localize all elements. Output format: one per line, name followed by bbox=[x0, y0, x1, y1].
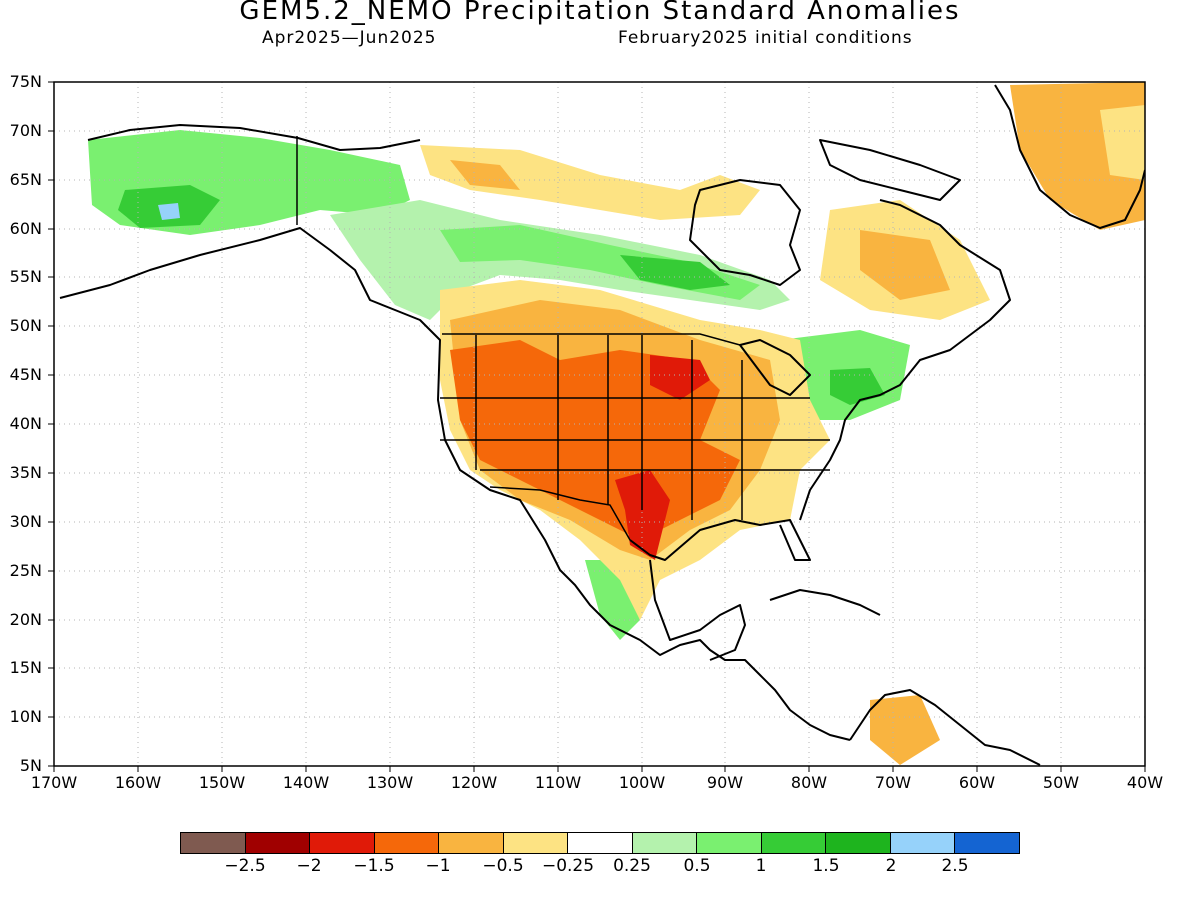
initial-conditions: February2025 initial conditions bbox=[618, 28, 913, 48]
graticule bbox=[54, 82, 1145, 766]
legend-swatch bbox=[955, 833, 1019, 853]
lat-label: 50N bbox=[9, 316, 42, 335]
lon-label: 160W bbox=[114, 773, 162, 792]
lon-label: 150W bbox=[198, 773, 246, 792]
lon-label: 100W bbox=[618, 773, 666, 792]
political-borders bbox=[296, 136, 830, 541]
legend-tick-label: −0.5 bbox=[482, 856, 524, 876]
coastline-hudson-bay bbox=[689, 179, 801, 286]
lat-label: 40N bbox=[9, 414, 42, 433]
coastline-yucatan bbox=[649, 559, 746, 661]
dry-core-north-canada bbox=[450, 160, 520, 190]
mild-dry-greenland bbox=[1100, 105, 1145, 180]
lat-label: 15N bbox=[9, 658, 42, 677]
lon-label: 80W bbox=[790, 773, 828, 792]
wet-region-mexico bbox=[585, 560, 640, 640]
coastline-south-america bbox=[849, 689, 1041, 766]
border-us-mexico bbox=[489, 486, 631, 541]
legend-swatch bbox=[568, 833, 633, 853]
legend-swatch bbox=[632, 833, 698, 853]
lon-label: 50W bbox=[1042, 773, 1080, 792]
dry-region-north-canada bbox=[420, 145, 760, 220]
lon-label: 110W bbox=[534, 773, 582, 792]
map-title: GEM5.2_NEMO Precipitation Standard Anoma… bbox=[239, 0, 961, 26]
lon-label: 120W bbox=[450, 773, 498, 792]
legend-tick-label: −2 bbox=[296, 856, 322, 876]
legend-swatch bbox=[890, 833, 956, 853]
legend-tick-label: 0.5 bbox=[683, 856, 711, 876]
legend-tick-label: 1.5 bbox=[812, 856, 840, 876]
lon-label: 130W bbox=[366, 773, 414, 792]
lat-label: 70N bbox=[9, 121, 42, 140]
legend-tick-label: 0.25 bbox=[613, 856, 651, 876]
anomaly-fields bbox=[88, 82, 1145, 765]
lon-label: 90W bbox=[706, 773, 744, 792]
lat-label: 30N bbox=[9, 512, 42, 531]
coastline-cuba bbox=[769, 589, 881, 616]
lon-label: 170W bbox=[30, 773, 78, 792]
coastline-east-us bbox=[799, 199, 1011, 521]
lat-ticks bbox=[48, 81, 54, 767]
lat-label: 45N bbox=[9, 365, 42, 384]
state-lines bbox=[440, 335, 830, 520]
dry-very-strong-plains bbox=[650, 355, 710, 400]
legend-tick-label: −2.5 bbox=[224, 856, 266, 876]
lat-label: 60N bbox=[9, 219, 42, 238]
legend-tick-label: −1.5 bbox=[353, 856, 395, 876]
dry-very-strong-texas bbox=[615, 470, 670, 560]
coastline-north-alaska bbox=[87, 124, 421, 151]
legend-tick-label: 1 bbox=[755, 856, 767, 876]
lat-label: 5N bbox=[19, 756, 42, 775]
wet-core-northeast bbox=[830, 368, 885, 405]
lat-label: 20N bbox=[9, 610, 42, 629]
legend-tick-label: −1 bbox=[425, 856, 451, 876]
legend-swatch bbox=[181, 833, 246, 853]
lat-label: 65N bbox=[9, 170, 42, 189]
legend-tick-label: 2 bbox=[885, 856, 897, 876]
legend-swatch bbox=[761, 833, 827, 853]
lat-label: 25N bbox=[9, 561, 42, 580]
legend-swatch bbox=[310, 833, 375, 853]
coastline-baffin bbox=[819, 139, 961, 201]
legend-swatch bbox=[826, 833, 891, 853]
lon-label: 70W bbox=[874, 773, 912, 792]
legend-swatch bbox=[503, 833, 569, 853]
lon-label: 140W bbox=[282, 773, 330, 792]
lon-ticks bbox=[53, 766, 1146, 772]
legend-swatch bbox=[245, 833, 311, 853]
border-us-canada bbox=[442, 333, 741, 346]
legend-swatch bbox=[439, 833, 504, 853]
coastline-alaska bbox=[59, 227, 851, 741]
coastline-gulf bbox=[629, 519, 811, 561]
lat-label: 35N bbox=[9, 463, 42, 482]
lat-label: 55N bbox=[9, 267, 42, 286]
legend-tick-label: 2.5 bbox=[941, 856, 969, 876]
legend-swatch bbox=[697, 833, 762, 853]
dry-region-venezuela bbox=[870, 695, 940, 765]
very-wet-alaska bbox=[158, 203, 180, 220]
legend-swatch bbox=[374, 833, 440, 853]
wet-core-hudson bbox=[620, 255, 730, 290]
lon-label: 40W bbox=[1126, 773, 1164, 792]
coastline-greenland bbox=[994, 84, 1145, 229]
legend-tick-label: −0.25 bbox=[541, 856, 595, 876]
lon-label: 60W bbox=[958, 773, 996, 792]
forecast-period: Apr2025—Jun2025 bbox=[262, 28, 437, 48]
dry-core-quebec bbox=[860, 230, 950, 300]
coastlines bbox=[59, 84, 1145, 766]
color-legend bbox=[180, 832, 1020, 854]
lat-label: 10N bbox=[9, 707, 42, 726]
lat-label: 75N bbox=[9, 72, 42, 91]
coastline-great-lakes bbox=[739, 339, 811, 396]
